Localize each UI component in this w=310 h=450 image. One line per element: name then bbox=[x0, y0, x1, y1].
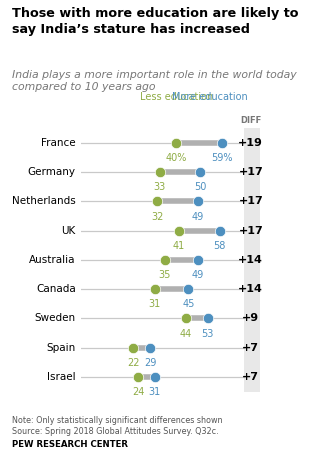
Text: +9: +9 bbox=[242, 313, 259, 324]
Text: +7: +7 bbox=[242, 342, 259, 353]
Bar bbox=[244, 128, 260, 392]
Text: 24: 24 bbox=[132, 387, 144, 397]
Text: 49: 49 bbox=[192, 212, 204, 221]
Text: Sweden: Sweden bbox=[35, 313, 76, 324]
Text: Germany: Germany bbox=[28, 167, 76, 177]
Text: 35: 35 bbox=[158, 270, 171, 280]
Text: 41: 41 bbox=[173, 241, 185, 251]
Text: Israel: Israel bbox=[47, 372, 76, 382]
Text: 22: 22 bbox=[127, 358, 140, 368]
Text: 58: 58 bbox=[214, 241, 226, 251]
Text: Note: Only statistically significant differences shown
Source: Spring 2018 Globa: Note: Only statistically significant dif… bbox=[12, 416, 223, 436]
Text: 53: 53 bbox=[202, 328, 214, 338]
Text: +17: +17 bbox=[238, 167, 263, 177]
Text: +14: +14 bbox=[238, 284, 263, 294]
Text: +14: +14 bbox=[238, 255, 263, 265]
Text: Canada: Canada bbox=[36, 284, 76, 294]
Text: France: France bbox=[41, 138, 76, 148]
Text: 32: 32 bbox=[151, 212, 163, 221]
Text: Australia: Australia bbox=[29, 255, 76, 265]
Text: 31: 31 bbox=[149, 387, 161, 397]
Text: 44: 44 bbox=[180, 328, 192, 338]
Text: 33: 33 bbox=[153, 182, 166, 192]
Text: Less education: Less education bbox=[140, 92, 213, 102]
Text: UK: UK bbox=[62, 225, 76, 236]
Text: DIFF: DIFF bbox=[240, 116, 261, 125]
Text: +17: +17 bbox=[238, 225, 263, 236]
Text: 50: 50 bbox=[194, 182, 207, 192]
Text: +7: +7 bbox=[242, 372, 259, 382]
Text: 29: 29 bbox=[144, 358, 156, 368]
Text: 49: 49 bbox=[192, 270, 204, 280]
Text: +17: +17 bbox=[238, 196, 263, 207]
Text: PEW RESEARCH CENTER: PEW RESEARCH CENTER bbox=[12, 440, 128, 449]
Text: Those with more education are likely to
say India’s stature has increased: Those with more education are likely to … bbox=[12, 7, 299, 36]
Text: Spain: Spain bbox=[46, 342, 76, 353]
Text: 59%: 59% bbox=[211, 153, 233, 163]
Text: +19: +19 bbox=[238, 138, 263, 148]
Text: 40%: 40% bbox=[166, 153, 187, 163]
Text: India plays a more important role in the world today
compared to 10 years ago: India plays a more important role in the… bbox=[12, 70, 297, 92]
Text: Netherlands: Netherlands bbox=[12, 196, 76, 207]
Text: More education: More education bbox=[172, 92, 248, 102]
Text: 45: 45 bbox=[182, 299, 195, 309]
Text: 31: 31 bbox=[149, 299, 161, 309]
